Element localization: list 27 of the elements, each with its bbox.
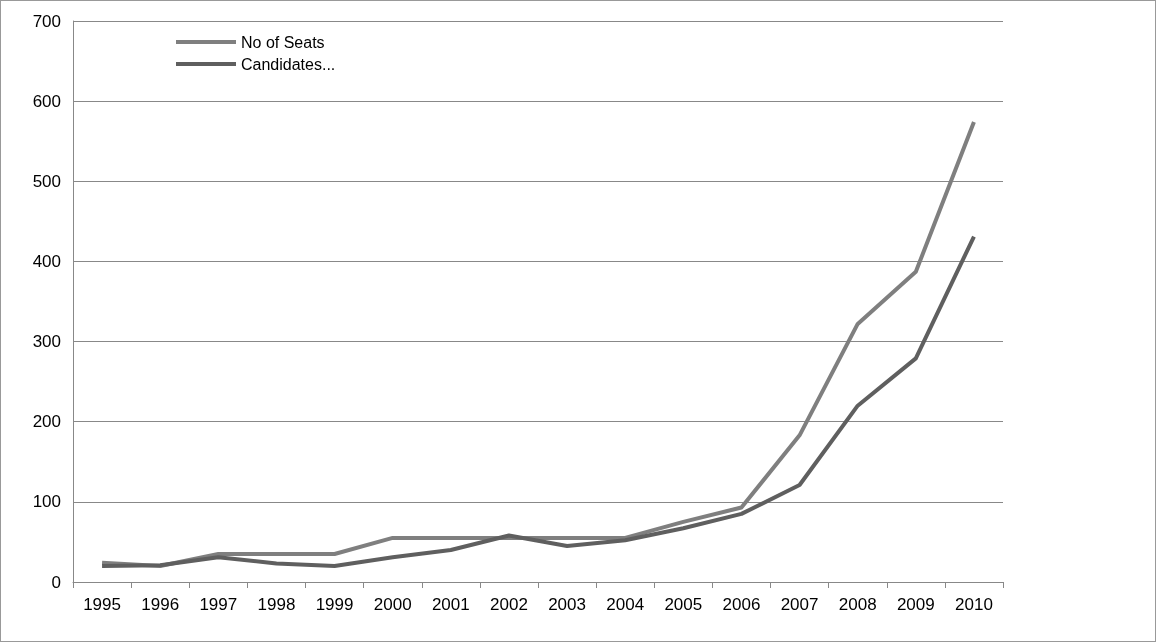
y-tick-label: 0 [51,572,61,592]
legend-label: No of Seats [241,33,325,51]
legend-label: Candidates... [241,55,336,73]
y-tick-label: 500 [32,171,61,191]
x-tick-label: 2009 [896,595,935,614]
x-tick-label: 1997 [199,595,238,614]
x-tick-label: 2007 [780,595,819,614]
x-tick-label: 1998 [257,595,296,614]
y-tick-label: 300 [32,332,61,352]
x-tick-label: 2004 [606,595,645,614]
x-tick-label: 1996 [141,595,180,614]
y-tick-label: 400 [32,251,61,271]
y-tick-label: 700 [32,11,61,31]
x-tick-label: 2010 [955,595,993,614]
x-tick-label: 2005 [664,595,703,614]
x-tick-label: 2000 [373,595,412,614]
x-tick-label: 2003 [548,595,586,614]
y-tick-label: 200 [32,412,61,432]
x-tick-label: 2001 [431,595,470,614]
y-tick-label: 100 [32,492,61,512]
line-series [100,234,976,568]
x-tick-label: 2006 [722,595,761,614]
x-tick-label: 2002 [490,595,528,614]
x-tick-label: 1999 [315,595,354,614]
x-tick-label: 2008 [838,595,877,614]
y-tick-label: 600 [32,91,61,111]
x-tick-label: 1995 [83,595,121,614]
